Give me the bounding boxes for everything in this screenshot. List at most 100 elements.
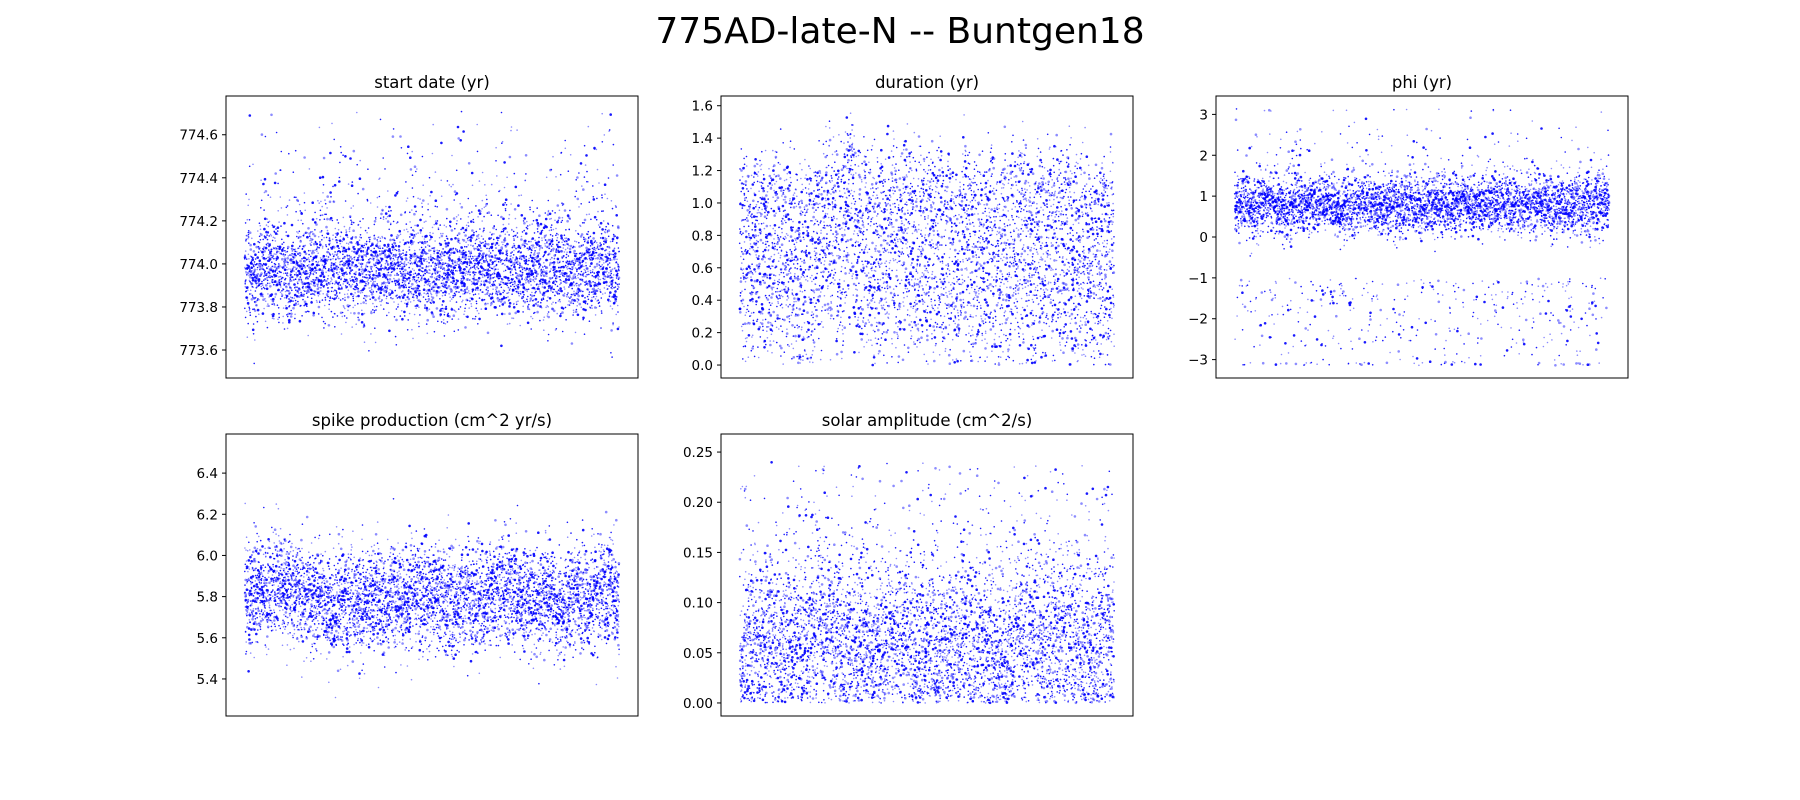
scatter-point [350,292,353,296]
scatter-point [613,257,616,261]
scatter-point [569,268,572,270]
scatter-point [306,231,309,234]
scatter-point [548,247,551,250]
scatter-point [504,227,507,230]
scatter-point [430,302,432,305]
scatter-point [278,281,281,284]
scatter-point [578,206,580,208]
scatter-point [420,246,423,249]
scatter-point [321,205,324,208]
scatter-point [457,232,461,235]
scatter-point [604,193,606,195]
scatter-point [467,278,469,280]
scatter-point [588,201,591,203]
scatter-point [485,259,488,261]
scatter-point [563,255,565,258]
scatter-point [498,244,500,247]
scatter-point [552,243,554,246]
scatter-point [406,152,409,155]
scatter-point [533,247,536,249]
scatter-point [382,281,386,284]
scatter-point [376,243,379,245]
scatter-point [586,288,590,291]
scatter-point [458,291,460,293]
scatter-point [370,333,372,335]
scatter-point [297,219,300,222]
scatter-point [605,249,608,251]
scatter-point [271,279,274,281]
scatter-point [580,233,584,236]
scatter-point [397,303,400,306]
scatter-point [462,239,466,242]
scatter-point [348,305,350,308]
scatter-point [390,262,393,265]
scatter-point [300,280,304,284]
scatter-point [270,298,273,301]
scatter-point [541,247,544,249]
scatter-point [334,289,336,292]
scatter-point [494,244,497,246]
scatter-point [456,249,459,251]
scatter-point [554,294,556,297]
scatter-point [593,248,595,251]
scatter-point [369,276,372,279]
scatter-point [558,216,561,220]
scatter-point [284,268,287,271]
scatter-point [285,294,289,298]
scatter-point [263,177,267,181]
scatter-point [586,241,590,244]
scatter-point [410,292,413,295]
scatter-point [311,201,315,204]
scatter-point [433,258,436,260]
scatter-point [353,251,355,253]
scatter-point [248,274,250,277]
scatter-point [531,223,533,225]
scatter-point [570,271,573,274]
scatter-point [464,303,467,306]
scatter-point [478,244,482,247]
scatter-point [417,197,419,200]
scatter-point [457,251,459,253]
scatter-point [323,280,326,282]
scatter-point [535,246,537,249]
scatter-point [312,314,315,317]
scatter-point [344,285,347,287]
scatter-point [322,280,325,282]
scatter-point [551,276,554,279]
scatter-point [510,285,512,288]
scatter-point [247,204,249,207]
scatter-point [501,278,504,281]
scatter-point [302,245,305,248]
scatter-point [255,275,259,279]
scatter-point [593,246,596,249]
scatter-point [354,236,358,239]
scatter-point [316,283,318,286]
scatter-point [400,300,403,303]
scatter-point [381,236,384,239]
scatter-point [337,266,340,269]
scatter-point [458,256,461,258]
scatter-point [610,272,613,275]
scatter-point [519,293,522,295]
scatter-point [343,280,345,283]
scatter-point [601,112,603,115]
scatter-point [583,240,586,243]
scatter-point [380,265,382,268]
scatter-point [479,289,482,291]
scatter-point [580,256,582,259]
scatter-point [408,286,411,289]
scatter-point [365,242,368,245]
scatter-point [612,322,614,324]
scatter-point [253,297,255,299]
scatter-point [426,279,429,283]
scatter-point [579,273,582,276]
scatter-point [404,302,406,305]
scatter-point [390,297,392,299]
scatter-point [426,240,429,243]
scatter-point [577,233,580,235]
scatter-point [478,212,482,215]
scatter-point [457,318,460,320]
scatter-point [573,249,576,253]
scatter-point [350,263,354,267]
scatter-point [259,275,262,278]
